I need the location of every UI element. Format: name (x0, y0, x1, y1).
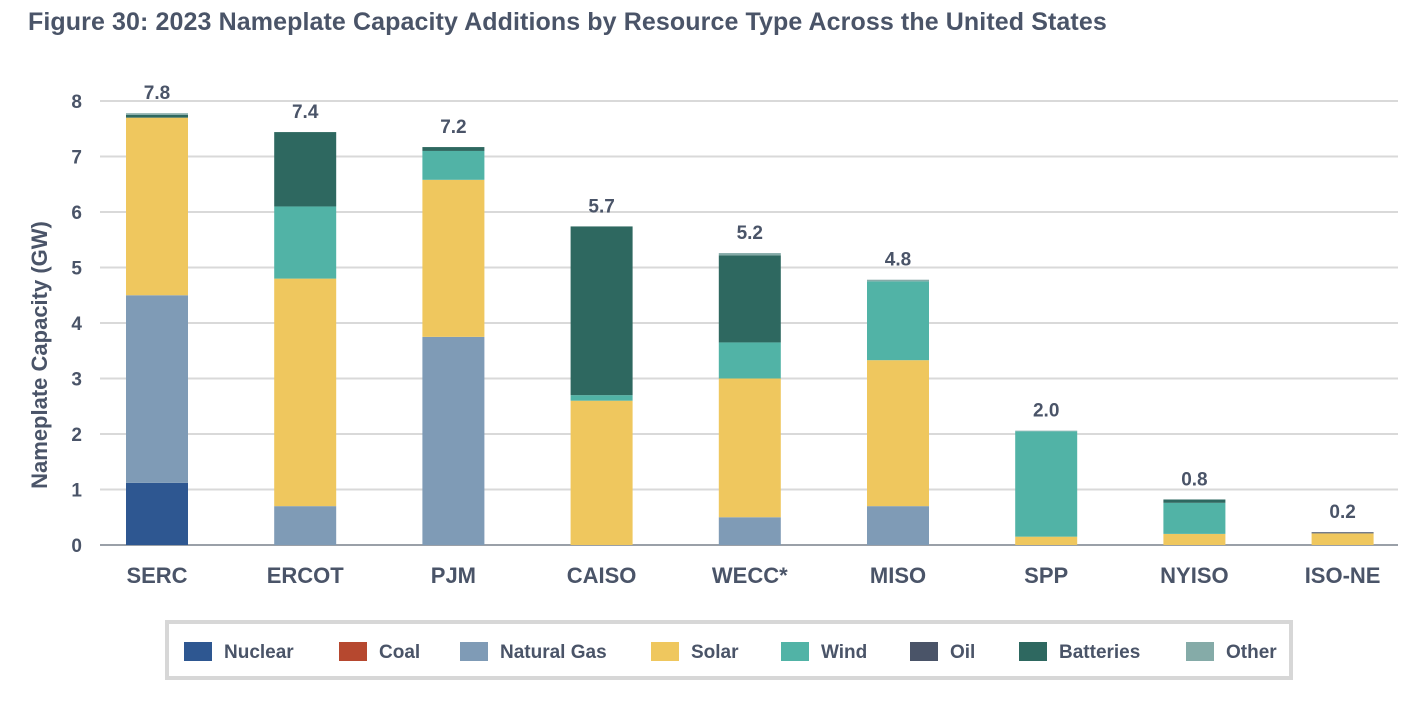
bar-segment-solar (1163, 533, 1226, 545)
bar-segment-solar (570, 400, 633, 545)
x-tick-label: ERCOT (267, 563, 345, 588)
bar-segment-wind (867, 281, 929, 361)
x-tick-label: NYISO (1160, 563, 1228, 588)
total-label: 0.2 (1329, 502, 1355, 523)
bar-segment-natural-gas (718, 517, 781, 545)
bar-segment-batteries (1163, 499, 1226, 503)
total-labels: 7.8 7.4 7.2 5.7 5.2 4.8 2.0 0.8 0.2 (144, 83, 1356, 523)
total-label: 4.8 (885, 250, 911, 271)
bar-segment-batteries (570, 226, 633, 396)
bar-segment-nuclear (126, 482, 188, 545)
bar-segment-solar (718, 378, 781, 518)
bar-segment-batteries (126, 114, 188, 118)
bar-segment-batteries (274, 132, 337, 207)
total-label: 7.8 (144, 83, 170, 104)
bars (126, 113, 1374, 545)
y-axis: 0 1 2 3 4 5 6 7 8 (71, 92, 82, 557)
bar-segment-solar (422, 179, 485, 337)
total-label: 7.4 (292, 102, 319, 123)
bar-segment-natural-gas (867, 506, 929, 545)
bar-segment-oil (1311, 532, 1374, 534)
bar-segment-wind (274, 206, 337, 279)
x-tick-label: PJM (431, 563, 476, 588)
total-label: 0.8 (1181, 469, 1207, 490)
bar-segment-wind (422, 150, 485, 180)
x-tick-label: ISO-NE (1305, 563, 1381, 588)
y-tick-label: 5 (71, 259, 82, 280)
total-label: 5.7 (588, 196, 614, 217)
bar-segment-natural-gas (274, 506, 337, 545)
bar-segment-wind (1163, 502, 1226, 534)
bar-segment-other (1015, 430, 1078, 432)
bar-segment-solar (867, 360, 929, 507)
y-axis-label: Nameplate Capacity (GW) (27, 221, 52, 489)
total-label: 7.2 (440, 117, 466, 138)
bar-segment-solar (274, 278, 337, 507)
y-tick-label: 4 (71, 314, 82, 335)
bar-segment-other (718, 253, 781, 256)
bar-segment-natural-gas (126, 295, 188, 483)
bar-segment-batteries (422, 147, 485, 151)
x-tick-label: WECC* (712, 563, 788, 588)
bar-segment-solar (1015, 536, 1078, 545)
bar-segment-natural-gas (422, 336, 485, 545)
y-tick-label: 0 (71, 536, 82, 557)
y-tick-label: 1 (71, 481, 82, 502)
total-label: 5.2 (737, 223, 763, 244)
y-tick-label: 3 (71, 370, 82, 391)
bar-segment-solar (1311, 533, 1374, 545)
y-tick-label: 8 (71, 92, 82, 113)
y-tick-label: 2 (71, 425, 82, 446)
bar-segment-wind (570, 395, 633, 401)
bar-segment-solar (126, 117, 188, 296)
total-label: 2.0 (1033, 401, 1059, 422)
x-axis: SERC ERCOT PJM CAISO WECC* MISO SPP NYISO ISO-NE (126, 563, 1380, 588)
chart-title: Figure 30: 2023 Nameplate Capacity Addit… (28, 8, 1107, 36)
x-tick-label: MISO (870, 563, 926, 588)
bar-segment-wind (718, 342, 781, 379)
legend (165, 620, 1293, 680)
y-tick-label: 7 (71, 148, 82, 169)
bar-segment-batteries (718, 255, 781, 343)
x-tick-label: SERC (126, 563, 187, 588)
y-tick-label: 6 (71, 203, 82, 224)
bar-segment-other (867, 279, 929, 282)
x-tick-label: SPP (1024, 563, 1068, 588)
x-tick-label: CAISO (567, 563, 637, 588)
bar-segment-other (126, 113, 188, 115)
bar-segment-wind (1015, 431, 1078, 537)
